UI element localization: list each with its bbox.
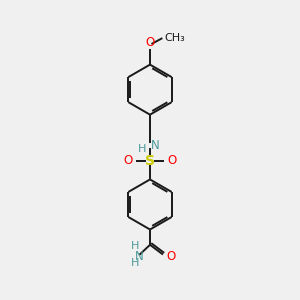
Text: N: N	[135, 250, 143, 263]
Text: S: S	[145, 154, 155, 168]
Text: N: N	[151, 139, 160, 152]
Text: O: O	[166, 250, 175, 263]
Text: O: O	[146, 36, 154, 49]
Text: H: H	[138, 144, 146, 154]
Text: O: O	[168, 154, 177, 167]
Text: CH₃: CH₃	[165, 33, 185, 43]
Text: H: H	[130, 241, 139, 251]
Text: H: H	[130, 258, 139, 268]
Text: O: O	[123, 154, 132, 167]
